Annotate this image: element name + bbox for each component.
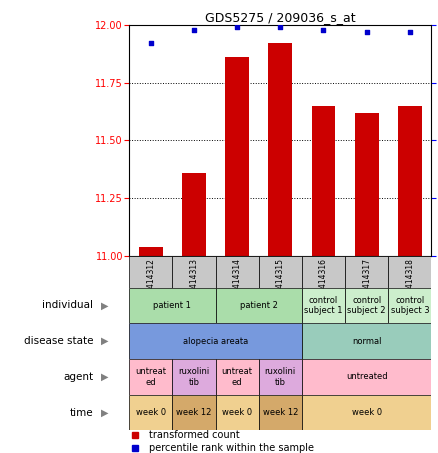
Text: week 0: week 0 xyxy=(352,408,382,417)
Text: alopecia areata: alopecia areata xyxy=(183,337,248,346)
Text: untreated: untreated xyxy=(346,372,388,381)
Bar xyxy=(215,288,302,323)
Text: GSM1414317: GSM1414317 xyxy=(362,259,371,309)
Text: control
subject 1: control subject 1 xyxy=(304,296,343,315)
Text: ruxolini
tib: ruxolini tib xyxy=(265,367,296,386)
Bar xyxy=(129,395,173,430)
Bar xyxy=(173,395,215,430)
Bar xyxy=(302,288,345,323)
Point xyxy=(191,26,198,33)
Text: GSM1414316: GSM1414316 xyxy=(319,259,328,309)
Bar xyxy=(388,256,431,288)
Text: transformed count: transformed count xyxy=(149,430,240,440)
Text: patient 1: patient 1 xyxy=(153,301,191,310)
Text: agent: agent xyxy=(63,372,93,382)
Bar xyxy=(388,288,431,323)
Bar xyxy=(129,256,173,288)
Text: GSM1414315: GSM1414315 xyxy=(276,259,285,309)
Text: ▶: ▶ xyxy=(101,372,108,382)
Text: ruxolini
tib: ruxolini tib xyxy=(178,367,210,386)
Bar xyxy=(173,359,215,395)
Bar xyxy=(139,247,162,256)
Text: individual: individual xyxy=(42,300,93,310)
Text: week 12: week 12 xyxy=(263,408,298,417)
Bar xyxy=(215,395,259,430)
Text: GSM1414313: GSM1414313 xyxy=(190,259,198,309)
Bar xyxy=(345,288,388,323)
Bar xyxy=(302,323,431,359)
Bar xyxy=(302,256,345,288)
Bar xyxy=(259,256,302,288)
Text: untreat
ed: untreat ed xyxy=(135,367,166,386)
Text: ▶: ▶ xyxy=(101,300,108,310)
Bar xyxy=(129,359,173,395)
Bar xyxy=(215,256,259,288)
Text: patient 2: patient 2 xyxy=(240,301,278,310)
Point xyxy=(233,24,240,31)
Text: week 0: week 0 xyxy=(136,408,166,417)
Bar xyxy=(302,359,431,395)
Text: GSM1414312: GSM1414312 xyxy=(146,259,155,309)
Bar xyxy=(259,395,302,430)
Text: control
subject 3: control subject 3 xyxy=(391,296,429,315)
Bar xyxy=(129,288,215,323)
Bar xyxy=(259,359,302,395)
Text: GSM1414314: GSM1414314 xyxy=(233,259,242,309)
Bar xyxy=(302,395,431,430)
Text: week 0: week 0 xyxy=(222,408,252,417)
Bar xyxy=(182,173,206,256)
Text: time: time xyxy=(69,408,93,418)
Title: GDS5275 / 209036_s_at: GDS5275 / 209036_s_at xyxy=(205,11,356,24)
Point xyxy=(320,26,327,33)
Text: untreat
ed: untreat ed xyxy=(222,367,253,386)
Point xyxy=(277,24,284,31)
Text: ▶: ▶ xyxy=(101,336,108,346)
Text: normal: normal xyxy=(352,337,381,346)
Bar xyxy=(173,256,215,288)
Text: week 12: week 12 xyxy=(176,408,212,417)
Bar xyxy=(215,359,259,395)
Text: GSM1414318: GSM1414318 xyxy=(405,259,414,309)
Point xyxy=(147,40,154,47)
Text: percentile rank within the sample: percentile rank within the sample xyxy=(149,443,314,453)
Text: disease state: disease state xyxy=(24,336,93,346)
Bar xyxy=(398,106,422,256)
Text: ▶: ▶ xyxy=(101,408,108,418)
Bar xyxy=(129,323,302,359)
Bar xyxy=(268,43,292,256)
Point xyxy=(406,28,413,35)
Text: control
subject 2: control subject 2 xyxy=(347,296,386,315)
Bar xyxy=(355,113,378,256)
Point xyxy=(363,28,370,35)
Bar xyxy=(311,106,336,256)
Bar xyxy=(225,57,249,256)
Bar xyxy=(345,256,388,288)
